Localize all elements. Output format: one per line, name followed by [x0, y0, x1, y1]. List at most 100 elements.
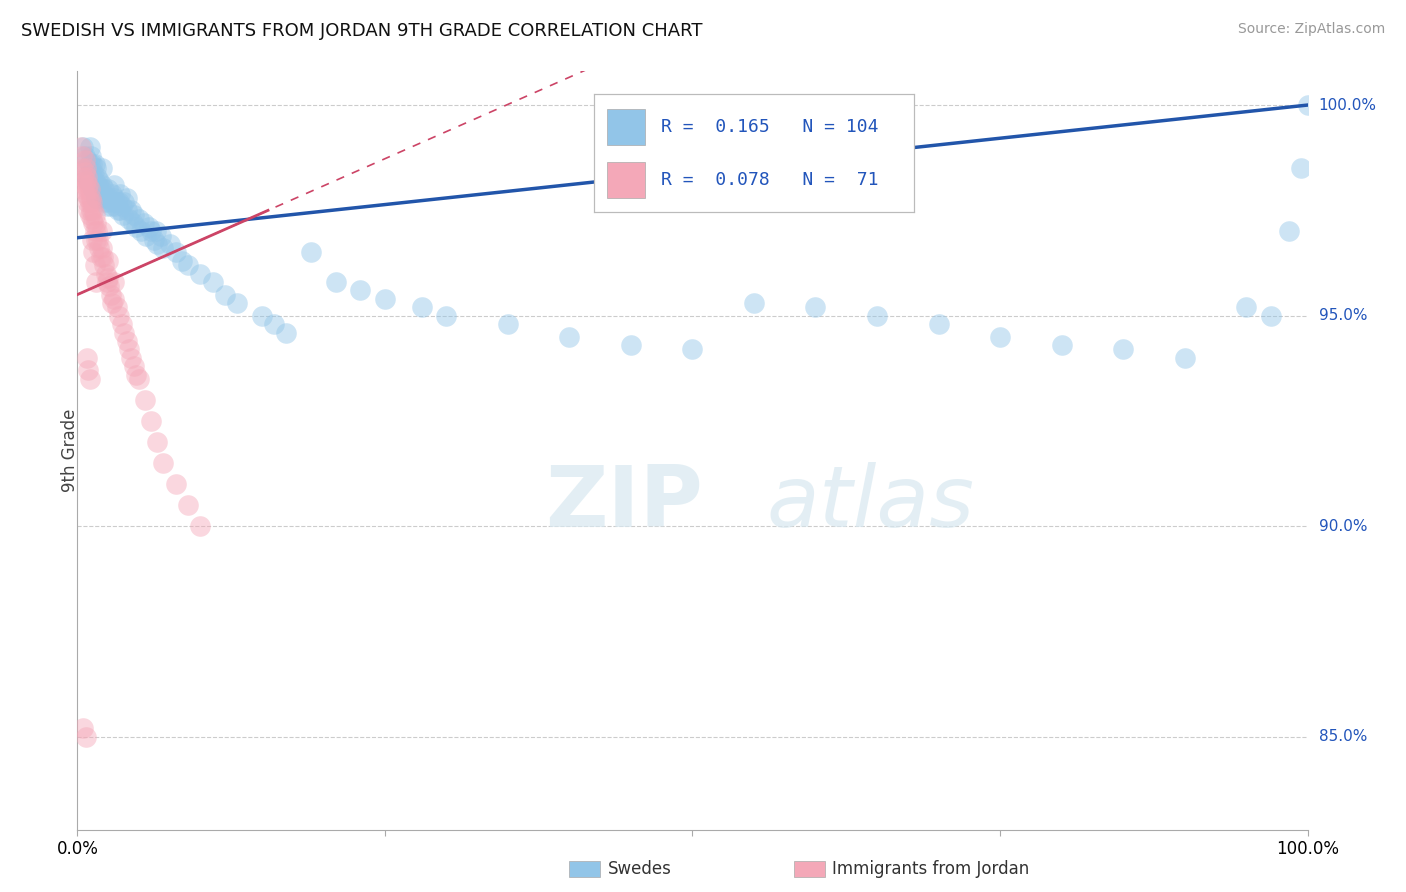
Point: [103, 275, 125, 289]
Point: [150, 228, 173, 243]
Point: [79, 372, 101, 386]
Point: [804, 300, 827, 314]
Point: [1278, 224, 1301, 238]
Point: [80, 191, 103, 205]
Point: [159, 237, 181, 252]
Point: [87, 178, 110, 192]
Point: [108, 194, 131, 209]
Text: ZIP: ZIP: [546, 462, 703, 545]
Point: [108, 309, 131, 323]
Point: [93, 182, 115, 196]
Point: [111, 199, 132, 213]
Point: [76, 351, 98, 365]
Point: [96, 199, 118, 213]
Point: [83, 224, 105, 238]
Point: [79, 169, 101, 184]
Point: [70, 148, 93, 162]
Point: [86, 169, 108, 184]
Point: [72, 182, 94, 196]
Point: [79, 157, 101, 171]
Point: [115, 203, 138, 218]
Point: [73, 178, 96, 192]
Point: [97, 182, 120, 196]
Point: [325, 275, 347, 289]
Point: [110, 186, 132, 201]
Point: [1260, 309, 1282, 323]
Point: [73, 165, 96, 179]
Point: [866, 309, 889, 323]
Point: [138, 220, 160, 235]
Point: [82, 233, 104, 247]
Point: [121, 203, 143, 218]
Point: [80, 165, 103, 179]
Point: [97, 253, 120, 268]
Point: [90, 241, 114, 255]
Point: [70, 140, 93, 154]
Point: [73, 153, 96, 167]
Point: [90, 250, 112, 264]
Point: [83, 174, 105, 188]
Point: [72, 169, 94, 184]
Point: [128, 211, 150, 226]
Point: [276, 326, 298, 340]
Point: [374, 292, 396, 306]
Point: [105, 300, 128, 314]
Point: [170, 253, 193, 268]
Point: [75, 161, 97, 176]
Point: [104, 199, 127, 213]
Point: [101, 296, 124, 310]
Point: [128, 372, 150, 386]
Point: [91, 186, 114, 201]
Point: [75, 730, 97, 744]
Point: [134, 392, 156, 407]
Point: [142, 233, 165, 247]
Point: [146, 237, 169, 252]
Point: [84, 233, 107, 247]
Point: [86, 224, 108, 238]
Point: [98, 279, 121, 293]
Point: [90, 191, 114, 205]
Point: [436, 309, 458, 323]
Point: [73, 148, 96, 162]
Point: [100, 199, 122, 213]
Point: [83, 157, 105, 171]
Point: [988, 330, 1011, 344]
Point: [75, 186, 97, 201]
Point: [103, 292, 125, 306]
Point: [83, 258, 105, 272]
Point: [141, 224, 163, 238]
Point: [105, 194, 128, 209]
Point: [90, 178, 114, 192]
Point: [411, 300, 433, 314]
Point: [132, 216, 155, 230]
Point: [118, 211, 141, 226]
Point: [94, 267, 117, 281]
Point: [97, 270, 120, 285]
Point: [122, 359, 145, 374]
Point: [98, 191, 121, 205]
Point: [1291, 161, 1313, 176]
Text: 95.0%: 95.0%: [1319, 308, 1367, 323]
Point: [70, 161, 93, 176]
Point: [118, 343, 141, 357]
Point: [79, 208, 101, 222]
Point: [1296, 98, 1319, 112]
Point: [1234, 300, 1257, 314]
Point: [77, 174, 100, 188]
Point: [80, 148, 103, 162]
Point: [97, 194, 120, 209]
Text: 85.0%: 85.0%: [1319, 730, 1367, 745]
Point: [112, 326, 135, 340]
Point: [90, 182, 112, 196]
Point: [82, 203, 104, 218]
Point: [101, 194, 124, 209]
Point: [349, 284, 371, 298]
Point: [72, 140, 94, 154]
Point: [89, 241, 111, 255]
Point: [80, 203, 103, 218]
Point: [94, 191, 117, 205]
Point: [201, 275, 224, 289]
Point: [76, 153, 98, 167]
Point: [100, 287, 122, 301]
Point: [188, 519, 212, 533]
